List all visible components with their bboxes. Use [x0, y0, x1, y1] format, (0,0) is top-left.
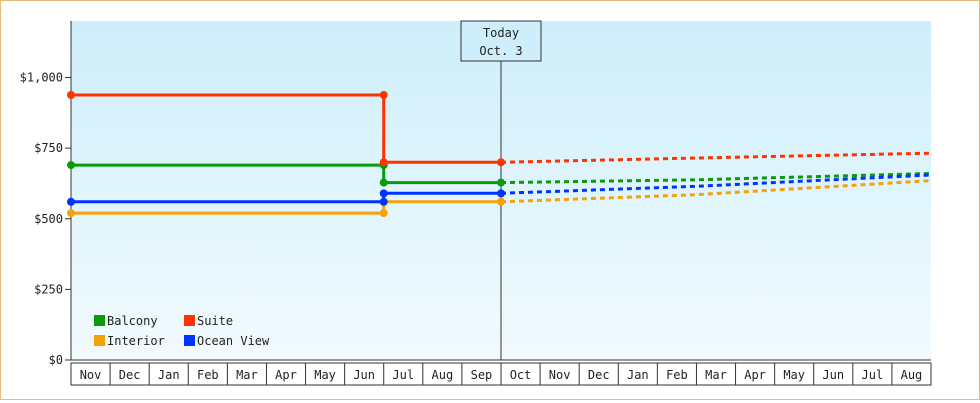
y-tick-label: $250 — [34, 282, 63, 296]
balcony-point — [379, 178, 388, 187]
x-tick-label: Dec — [588, 368, 610, 382]
today-date-label: Oct. 3 — [479, 44, 522, 58]
x-tick-label: May — [783, 368, 805, 382]
ocean-view-history-line — [71, 191, 501, 204]
x-tick-label: Mar — [236, 368, 258, 382]
x-tick-label: Jan — [627, 368, 649, 382]
y-tick-label: $750 — [34, 141, 63, 155]
interior-history-line — [71, 200, 501, 215]
legend-label: Ocean View — [197, 334, 270, 348]
x-tick-label: Sep — [471, 368, 493, 382]
y-tick-label: $500 — [34, 212, 63, 226]
legend-swatch — [94, 315, 105, 326]
today-label-box — [460, 20, 542, 62]
interior-point — [497, 197, 505, 206]
interior-point — [379, 209, 388, 218]
ocean-view-point — [497, 189, 505, 198]
series-balcony — [67, 161, 932, 187]
series-ocean-view — [67, 173, 932, 206]
legend-swatch — [184, 335, 195, 346]
balcony-point — [67, 161, 75, 170]
interior-forecast-line — [500, 179, 932, 204]
balcony-forecast-line — [500, 172, 932, 185]
suite-point — [379, 91, 388, 100]
y-tick-label: $0 — [49, 353, 63, 367]
ocean-view-point — [67, 197, 75, 206]
x-tick-label: Feb — [197, 368, 219, 382]
x-tick-label: Oct — [510, 368, 532, 382]
legend-swatch — [184, 315, 195, 326]
y-tick-label: $1,000 — [20, 71, 63, 85]
x-tick-label: Jul — [392, 368, 414, 382]
legend-label: Interior — [107, 334, 165, 348]
legend-label: Suite — [197, 314, 233, 328]
x-tick-label: Jul — [862, 368, 884, 382]
interior-point — [67, 209, 75, 218]
ocean-view-point — [379, 189, 388, 198]
x-tick-label: May — [314, 368, 336, 382]
balcony-history-line — [71, 163, 501, 185]
x-tick-label: Apr — [744, 368, 766, 382]
series-suite — [67, 91, 932, 167]
x-tick-label: Aug — [901, 368, 923, 382]
legend-swatch — [94, 335, 105, 346]
today-label: Today — [483, 26, 519, 40]
suite-point — [497, 158, 505, 167]
x-tick-label: Dec — [119, 368, 141, 382]
x-tick-label: Nov — [549, 368, 571, 382]
suite-history-line — [71, 93, 501, 164]
balcony-point — [497, 178, 505, 187]
ocean-view-forecast-line — [500, 173, 932, 195]
x-tick-label: Apr — [275, 368, 297, 382]
x-tick-label: Mar — [705, 368, 727, 382]
x-tick-label: Nov — [80, 368, 102, 382]
suite-point — [67, 91, 75, 100]
x-tick-label: Aug — [432, 368, 454, 382]
suite-point — [379, 158, 388, 167]
suite-forecast-line — [500, 151, 932, 164]
x-tick-label: Jun — [822, 368, 844, 382]
x-tick-label: Feb — [666, 368, 688, 382]
x-tick-label: Jan — [158, 368, 180, 382]
legend-label: Balcony — [107, 314, 158, 328]
x-tick-label: Jun — [353, 368, 375, 382]
ocean-view-point — [379, 197, 388, 206]
